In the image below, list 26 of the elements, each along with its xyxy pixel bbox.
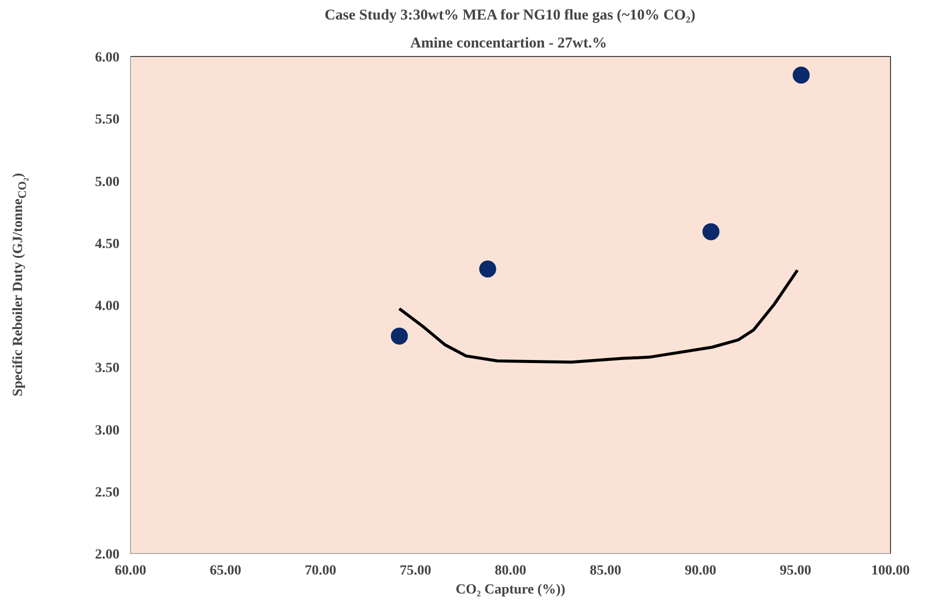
point (390, 328, 408, 345)
y-tick-label: 3.00 (95, 423, 120, 438)
point (792, 66, 810, 84)
x-axis-title: CO₂ Capture (%)) (456, 582, 566, 598)
y-tick-label: 2.00 (95, 548, 120, 562)
x-tick-label: 85.00 (590, 564, 622, 578)
line-series (398, 268, 799, 364)
x-tick-label: 95.00 (780, 564, 812, 578)
point (479, 260, 496, 278)
y-tick-label: 2.50 (95, 485, 120, 500)
y-tick-label: 6.00 (95, 50, 120, 66)
x-tick-label: 80.00 (494, 564, 526, 578)
chart-title: Case Study 3:30wt% MEA for NG10 flue gas (~10% CO₂) (324, 8, 696, 24)
y-tick-label: 5.50 (95, 112, 120, 128)
y-tick-label: 4.50 (95, 236, 120, 252)
y-tick-label: 4.00 (95, 299, 120, 314)
chart-subtitle: Amine concentartion - 27wt.% (410, 36, 607, 52)
y-tick-label: 3.50 (95, 361, 120, 376)
x-tick-label: 60.00 (114, 564, 146, 578)
point (702, 223, 720, 240)
x-tick-label: 70.00 (304, 564, 336, 578)
y-tick-label: 5.00 (95, 174, 120, 190)
x-tick-label: 90.00 (684, 564, 716, 578)
x-tick-label: 75.00 (400, 564, 432, 578)
x-tick-label: 65.00 (210, 564, 242, 578)
x-tick-label: 100.00 (871, 564, 910, 578)
